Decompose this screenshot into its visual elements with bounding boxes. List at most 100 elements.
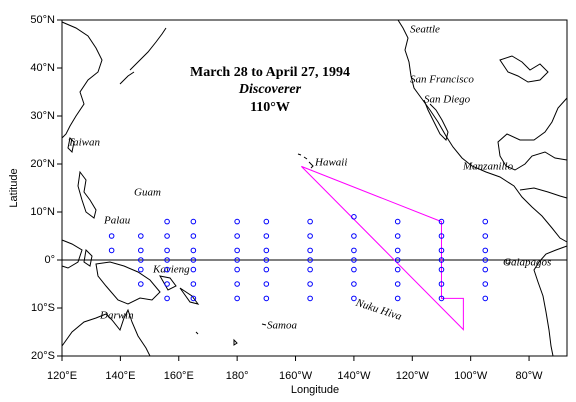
coastline [61, 21, 103, 139]
buoy-site [190, 295, 197, 302]
place-label: Manzanillo [462, 161, 514, 173]
map-frame [61, 19, 568, 357]
y-tick-label: 50°N [30, 14, 55, 26]
buoy-site [438, 281, 445, 287]
buoy-site [351, 247, 357, 254]
buoy-site [234, 295, 240, 302]
coastline [61, 239, 93, 269]
buoy-site [438, 247, 445, 254]
x-axis-label: Longitude [291, 384, 339, 396]
coastline [499, 55, 549, 83]
buoy-site [263, 266, 270, 273]
buoy-site [394, 233, 401, 239]
coastline [297, 153, 314, 169]
y-tick-label: 0° [44, 254, 55, 266]
place-label: Darwin [99, 310, 134, 322]
buoy-site [138, 257, 144, 263]
y-tick-label: 20°S [31, 350, 55, 362]
coastline [119, 27, 167, 85]
buoy-site [234, 218, 240, 225]
cruise-track [301, 165, 464, 331]
buoy-site [438, 266, 445, 273]
place-label: Guam [134, 187, 161, 199]
place-label: Galapagos [503, 257, 551, 269]
buoy-site [164, 233, 170, 239]
coastline [61, 308, 151, 357]
place-label: Taiwan [68, 137, 101, 149]
place-label: Palau [103, 215, 131, 227]
buoy-site [164, 281, 170, 287]
buoy-site [307, 295, 313, 302]
buoy-site [307, 257, 313, 263]
buoy-site [438, 295, 445, 302]
x-tick-label: 120°E [47, 370, 77, 382]
buoy-site [482, 218, 489, 225]
buoy-site [263, 257, 270, 263]
buoy-site [482, 295, 489, 302]
buoy-site [307, 233, 313, 239]
place-label: Samoa [267, 320, 297, 332]
buoy-site [438, 233, 445, 239]
buoy-site [307, 218, 313, 225]
buoy-site [263, 295, 270, 302]
buoy-site [164, 295, 170, 302]
buoy-site [394, 266, 401, 273]
buoy-site [482, 257, 489, 263]
buoy-site [138, 233, 144, 239]
title: Discoverer [238, 82, 302, 97]
y-tick-label: 10°S [31, 302, 55, 314]
buoy-site [190, 233, 197, 239]
title: March 28 to April 27, 1994 [190, 65, 350, 80]
buoy-site [394, 281, 401, 287]
place-label: San Diego [424, 94, 471, 106]
buoy-site [138, 247, 144, 254]
buoy-site [164, 218, 170, 225]
buoy-site [482, 233, 489, 239]
buoy-site [351, 214, 357, 220]
buoy-site [351, 295, 357, 302]
buoy-site [351, 257, 357, 263]
buoy-site [190, 218, 197, 225]
buoy-site [351, 233, 357, 239]
x-tick-label: 140°E [105, 370, 135, 382]
buoy-site [263, 247, 270, 254]
buoy-site [164, 266, 170, 273]
buoy-site [190, 266, 197, 273]
x-tick-label: 160°W [279, 370, 313, 382]
buoy-site [108, 247, 115, 254]
coastline [195, 323, 267, 346]
buoy-site [263, 218, 270, 225]
buoy-site [164, 247, 170, 254]
coastlines [61, 19, 568, 357]
buoy-site [394, 218, 401, 225]
buoy-site [394, 257, 401, 263]
buoy-site [263, 233, 270, 239]
buoy-site [438, 218, 445, 225]
buoy-site [482, 247, 489, 254]
buoy-site [234, 247, 240, 254]
place-label: Kavieng [152, 264, 190, 276]
coastline [77, 170, 97, 219]
buoy-site [263, 281, 270, 287]
buoy-site [394, 295, 401, 302]
y-axis-label: Latitude [8, 168, 20, 207]
place-label: San Francisco [410, 74, 474, 86]
y-tick-label: 40°N [30, 62, 55, 74]
x-tick-label: 160°E [164, 370, 194, 382]
place-label: Hawaii [314, 157, 347, 169]
buoy-site [351, 266, 357, 273]
buoy-site [482, 281, 489, 287]
y-tick-label: 30°N [30, 110, 55, 122]
buoy-site [351, 281, 357, 287]
coastline [497, 97, 568, 171]
buoy-site [190, 257, 197, 263]
y-tick-label: 10°N [30, 206, 55, 218]
buoy-site [164, 257, 170, 263]
coastline [95, 261, 161, 305]
coastline [67, 136, 75, 154]
y-tick-label: 20°N [30, 158, 55, 170]
coastline [533, 245, 568, 357]
title: 110°W [250, 100, 290, 115]
x-tick-label: 80°W [516, 370, 544, 382]
